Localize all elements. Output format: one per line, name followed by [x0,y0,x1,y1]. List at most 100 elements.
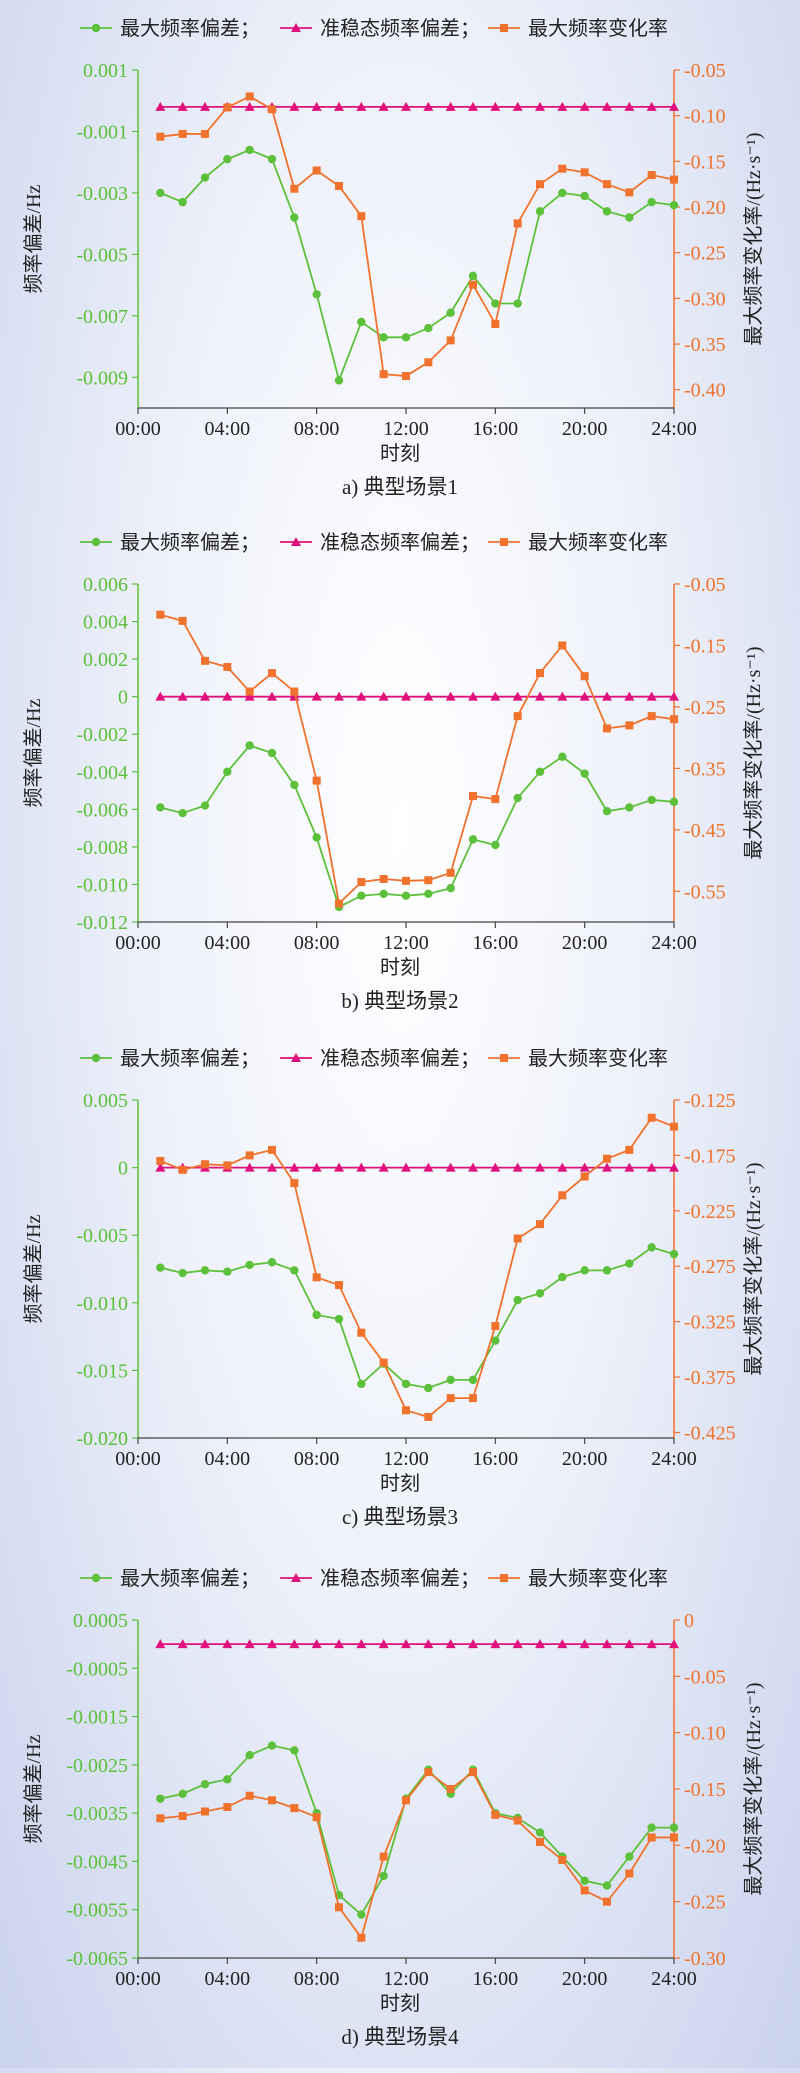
data-point [557,691,568,701]
data-point [602,207,612,216]
legend: 最大频率偏差； 准稳态频率偏差； 最大频率变化率 [80,531,668,554]
data-point [177,101,188,111]
data-point [290,184,299,193]
data-point [446,1375,455,1385]
legend-marker [291,23,301,32]
left-tick-label: 0 [118,1158,128,1180]
data-point [356,1162,367,1172]
panel-caption: b) 典型场景2 [341,989,458,1013]
data-point [312,166,321,175]
data-point [445,1639,456,1649]
data-point [647,1833,656,1842]
data-point [223,103,232,112]
data-point [535,1639,545,1649]
series-line [160,1246,675,1389]
data-point [178,616,187,625]
data-point [334,691,344,701]
data-point [268,1145,276,1154]
data-point [446,868,455,877]
data-point [512,101,523,111]
data-point [334,376,344,385]
data-point [356,101,367,111]
data-point [222,691,233,701]
data-point [602,101,612,111]
data-point [624,1639,635,1649]
legend-marker [291,537,301,546]
data-point [669,797,679,807]
chart-panel-1: 最大频率偏差； 准稳态频率偏差； 最大频率变化率 -0.009 -0.007 -0.005… [22,17,765,499]
right-tick-label: -0.05 [684,60,726,82]
series-triangle [155,101,679,111]
data-point [580,1266,589,1275]
data-point [335,182,343,191]
data-point [245,92,254,101]
data-point [469,792,477,801]
data-point [156,132,165,141]
data-point [512,1639,523,1649]
left-tick-label: -0.0045 [66,1851,128,1873]
data-point [625,188,634,197]
data-point [424,358,433,367]
data-point [178,1789,187,1799]
data-point [469,1768,477,1777]
data-point [602,1639,612,1649]
data-point [580,672,589,681]
data-point [647,795,656,805]
data-point [379,874,388,883]
data-point [535,1162,545,1172]
left-tick-label: 0.005 [83,1090,128,1112]
x-tick-label: 16:00 [473,418,519,440]
left-tick-label: -0.005 [76,244,128,266]
data-point [423,1162,434,1172]
data-point [445,691,456,701]
left-tick-label: 0.006 [83,574,128,596]
data-point [490,101,501,111]
data-point [625,1869,634,1878]
left-tick-label: 0.002 [83,649,128,671]
data-point [156,610,165,619]
data-point [513,219,522,228]
data-point [558,164,567,173]
data-point [357,891,366,900]
panel-caption: d) 典型场景4 [341,2025,459,2049]
data-point [603,180,611,189]
x-tick-label: 08:00 [294,1448,340,1470]
data-point [580,1886,589,1895]
right-tick-label: -0.05 [684,1666,726,1688]
data-point [156,1156,165,1165]
data-point [245,1151,254,1160]
data-point [268,105,276,114]
data-point [312,290,321,299]
data-point [579,101,590,111]
data-point [536,1837,544,1846]
data-point [646,1639,657,1649]
legend-label: 最大频率变化率 [528,1567,668,1590]
data-point [468,271,478,281]
right-tick-label: -0.05 [684,574,726,596]
right-tick-label: -0.425 [684,1422,736,1444]
left-axis-title: 频率偏差/Hz [22,184,45,293]
data-point [357,212,366,221]
data-point [445,1162,456,1172]
data-point [201,1160,209,1169]
right-tick-label: -0.125 [684,1090,736,1112]
data-point [602,691,612,701]
data-point [647,1823,656,1832]
data-point [312,776,321,785]
data-point [267,748,277,758]
data-point [647,712,656,721]
left-tick-label: 0.0005 [73,1610,128,1632]
x-tick-label: 20:00 [562,932,608,954]
data-point [579,1639,590,1649]
data-point [357,1328,366,1337]
series-square [156,610,678,908]
left-tick-label: -0.008 [76,837,128,859]
data-point [580,191,589,201]
x-tick-label: 04:00 [205,932,251,954]
x-axis-title: 时刻 [380,1472,420,1495]
data-point [670,175,678,184]
data-point [267,1162,277,1172]
data-point [312,833,321,842]
data-point [602,1266,612,1275]
x-tick-label: 20:00 [562,418,608,440]
